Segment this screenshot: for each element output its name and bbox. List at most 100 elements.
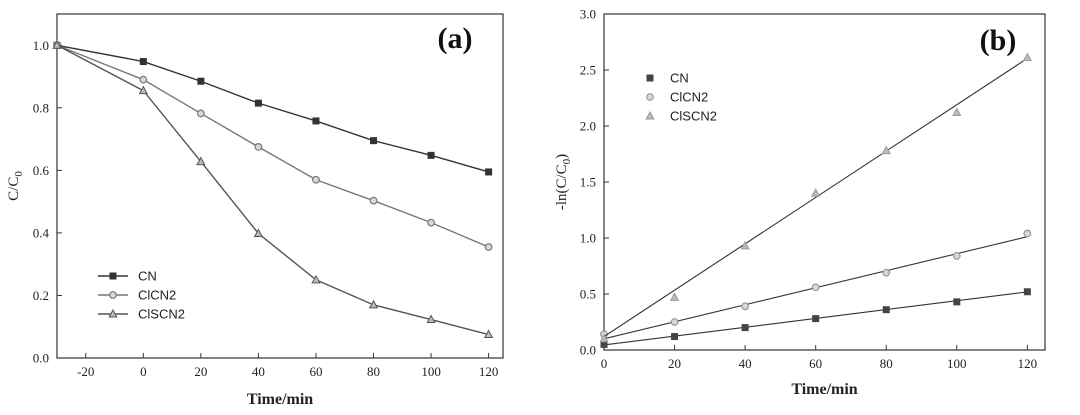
data-point — [882, 306, 890, 314]
panel-b: 0 20 40 60 80 100 120 0.0 0.5 1.0 1.5 2.0 2.5 3.0 Time… — [554, 7, 1046, 398]
data-point — [370, 137, 378, 145]
data-point — [312, 117, 320, 125]
legend-label: CN — [138, 269, 157, 284]
legend-marker — [109, 272, 117, 280]
data-point — [882, 268, 891, 277]
series-clcn2 — [53, 41, 493, 251]
series-cn — [53, 41, 493, 176]
plot-frame — [603, 13, 1046, 351]
data-point — [139, 75, 148, 84]
y-tick-label: 1.5 — [580, 175, 596, 190]
legend: CN ClCN2 ClSCN2 — [98, 269, 185, 322]
x-tick-label: 120 — [1018, 356, 1038, 371]
data-point — [952, 107, 962, 117]
fit-line — [603, 57, 1028, 338]
data-point — [669, 292, 680, 301]
data-point — [52, 40, 62, 49]
data-point — [485, 168, 493, 176]
legend-label: ClCN2 — [138, 288, 176, 303]
y-tick-label: 2.5 — [580, 63, 596, 78]
legend-marker — [109, 291, 117, 299]
legend: CN ClCN2 ClSCN2 — [645, 71, 717, 124]
y-tick-label: 0.6 — [33, 163, 50, 178]
x-tick-label: -20 — [77, 364, 94, 379]
data-point — [368, 299, 379, 309]
plot-frame — [56, 13, 504, 359]
data-point — [952, 252, 961, 260]
data-point — [1023, 288, 1031, 296]
data-point — [811, 188, 821, 197]
data-point — [812, 315, 820, 323]
y-tick-label: 1.0 — [33, 38, 49, 53]
y-tick-label: 1.0 — [580, 231, 596, 246]
data-point — [254, 99, 262, 107]
x-tick-label: 100 — [947, 356, 967, 371]
series-clscn2 — [599, 52, 1033, 343]
data-point — [811, 283, 820, 292]
legend-label: CN — [670, 71, 689, 86]
data-point — [253, 228, 264, 238]
data-point — [138, 85, 148, 95]
series-clscn2 — [52, 40, 494, 339]
legend-marker — [646, 74, 654, 82]
x-tick-label: 40 — [739, 356, 752, 371]
y-tick-label: 0.0 — [33, 351, 49, 366]
data-point — [671, 333, 679, 341]
data-point — [1022, 52, 1033, 62]
x-tick-label: 60 — [809, 356, 822, 371]
y-tick-label: 0.4 — [33, 225, 50, 240]
y-tick-label: 0.5 — [580, 287, 596, 302]
panel-label: (a) — [438, 22, 473, 55]
data-point — [311, 274, 321, 284]
legend-marker — [645, 110, 655, 120]
data-point — [741, 324, 749, 332]
legend-marker — [646, 93, 654, 101]
data-point — [312, 175, 320, 184]
x-axis-title: Time/min — [791, 381, 857, 398]
x-tick-label: 40 — [252, 364, 265, 379]
y-tick-label: 3.0 — [580, 7, 596, 22]
y-tick-label: 0.8 — [33, 100, 49, 115]
data-point — [741, 302, 750, 311]
panel-a: -20 0 20 40 60 80 100 120 0.0 0.2 0.4 0.6 0.8 1.0 Time… — [6, 13, 504, 408]
series-clcn2 — [600, 229, 1032, 340]
data-point — [599, 333, 609, 343]
x-tick-label: 20 — [194, 364, 207, 379]
legend-label: ClCN2 — [670, 90, 708, 105]
x-tick-label: 120 — [479, 364, 499, 379]
data-point — [426, 314, 436, 324]
x-tick-label: 80 — [367, 364, 380, 379]
data-point — [139, 58, 147, 66]
data-point — [369, 196, 378, 205]
panel-label: (b) — [980, 24, 1017, 57]
series-line — [56, 44, 489, 336]
data-point — [484, 243, 493, 251]
series-line — [56, 44, 489, 173]
data-point — [196, 109, 205, 118]
legend-label: ClSCN2 — [138, 307, 185, 322]
data-point — [254, 143, 263, 151]
legend-marker — [108, 308, 118, 318]
y-axis-title: C/C0 — [6, 171, 25, 201]
data-point — [881, 145, 891, 155]
data-point — [427, 151, 435, 159]
data-point — [740, 240, 750, 250]
series-line — [56, 44, 489, 248]
data-point — [196, 156, 206, 166]
x-tick-label: 0 — [140, 364, 147, 379]
series-cn — [600, 288, 1031, 348]
y-tick-label: 2.0 — [580, 119, 596, 134]
y-tick-label: 0.0 — [580, 343, 596, 358]
y-tick-label: 0.2 — [33, 288, 49, 303]
data-point — [427, 218, 435, 227]
data-point — [197, 77, 205, 85]
legend-label: ClSCN2 — [670, 109, 717, 124]
x-tick-label: 60 — [309, 364, 322, 379]
data-point — [670, 318, 679, 326]
x-tick-label: 80 — [880, 356, 893, 371]
data-point — [483, 329, 494, 339]
x-tick-label: 0 — [601, 356, 608, 371]
data-point — [953, 298, 961, 306]
data-point — [1023, 229, 1032, 238]
